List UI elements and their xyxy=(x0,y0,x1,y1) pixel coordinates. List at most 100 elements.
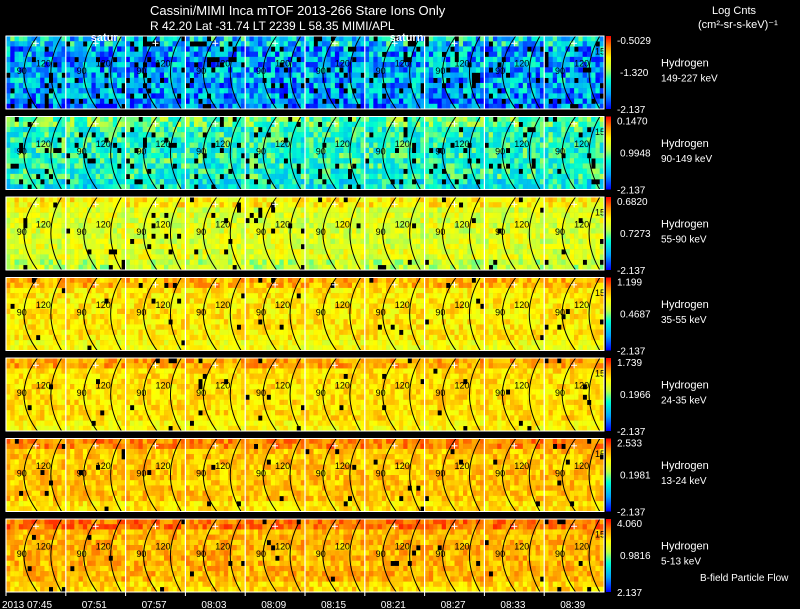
heatmap-cell xyxy=(317,212,323,219)
heatmap-cell xyxy=(44,179,50,185)
heatmap-cell xyxy=(112,228,118,234)
heatmap-cell xyxy=(266,153,272,159)
heatmap-cell xyxy=(548,173,554,180)
heatmap-cell xyxy=(236,184,242,190)
heatmap-cell xyxy=(125,46,131,52)
heatmap-cell xyxy=(121,168,126,175)
heatmap-cell xyxy=(270,153,276,159)
heatmap-cell xyxy=(565,67,571,73)
heatmap-cell xyxy=(211,46,216,52)
heatmap-cell xyxy=(510,72,515,79)
heatmap-cell xyxy=(437,137,442,143)
heatmap-cell xyxy=(129,153,135,159)
heatmap-cell xyxy=(463,103,468,110)
heatmap-cell xyxy=(386,56,391,63)
heatmap-cell xyxy=(155,88,161,94)
heatmap-cell xyxy=(599,46,605,52)
heatmap-cell xyxy=(552,72,558,79)
heatmap-cell xyxy=(548,163,554,169)
heatmap-cell xyxy=(87,62,92,68)
heatmap-cell xyxy=(78,228,84,234)
heatmap-cell xyxy=(582,173,588,180)
heatmap-cell xyxy=(309,98,314,105)
heatmap-cell xyxy=(185,137,190,143)
heatmap-cell xyxy=(228,121,233,128)
heatmap-cell xyxy=(215,147,220,154)
heatmap-cell xyxy=(510,121,515,128)
heatmap-cell xyxy=(599,137,605,143)
heatmap-cell xyxy=(458,179,464,185)
heatmap-cell xyxy=(223,179,229,185)
heatmap-cell xyxy=(492,98,498,105)
heatmap-cell xyxy=(309,51,314,58)
heatmap-cell xyxy=(599,72,605,79)
heatmap-cell xyxy=(454,121,460,128)
heatmap-cell xyxy=(211,249,216,255)
heatmap-cell xyxy=(445,98,451,105)
heatmap-cell xyxy=(57,62,62,68)
heatmap-cell xyxy=(390,72,395,79)
heatmap-cell xyxy=(416,207,421,213)
heatmap-cell xyxy=(450,173,455,180)
heatmap-cell xyxy=(582,179,588,185)
heatmap-cell xyxy=(258,121,263,128)
heatmap-cell xyxy=(125,93,131,99)
heatmap-cell xyxy=(193,72,199,79)
heatmap-cell xyxy=(172,77,178,84)
heatmap-cell xyxy=(206,51,212,58)
heatmap-cell xyxy=(82,202,88,208)
heatmap-cell xyxy=(78,41,84,47)
heatmap-cell xyxy=(454,41,460,47)
heatmap-cell xyxy=(595,67,601,73)
heatmap-cell xyxy=(258,56,263,63)
heatmap-cell xyxy=(394,137,400,143)
heatmap-cell xyxy=(245,98,250,105)
heatmap-cell xyxy=(82,142,88,149)
heatmap-cell xyxy=(176,238,182,245)
heatmap-cell xyxy=(223,41,229,47)
heatmap-cell xyxy=(240,103,246,110)
heatmap-cell xyxy=(223,168,229,175)
heatmap-cell xyxy=(416,132,421,138)
heatmap-cell xyxy=(78,197,84,203)
heatmap-cell xyxy=(10,77,15,84)
heatmap-cell xyxy=(463,98,468,105)
heatmap-cell xyxy=(275,93,280,99)
pitch-angle-contour xyxy=(561,33,578,112)
pitch-angle-contour xyxy=(83,194,100,273)
heatmap-cell xyxy=(151,217,156,224)
heatmap-cell xyxy=(364,173,370,180)
heatmap-cell xyxy=(441,121,447,128)
heatmap-cell xyxy=(510,132,515,138)
heatmap-cell xyxy=(198,158,203,164)
contour-label-120: 120 xyxy=(514,139,529,149)
heatmap-cell xyxy=(155,168,161,175)
heatmap-cell xyxy=(522,116,528,123)
heatmap-cell xyxy=(245,254,250,260)
heatmap-cell xyxy=(193,36,199,42)
heatmap-cell xyxy=(61,41,67,47)
heatmap-cell xyxy=(480,62,485,68)
heatmap-cell xyxy=(215,98,220,105)
heatmap-cell xyxy=(95,132,101,138)
heatmap-cell xyxy=(159,41,165,47)
heatmap-cell xyxy=(313,173,319,180)
heatmap-cell xyxy=(484,56,489,63)
heatmap-cell xyxy=(531,51,536,58)
heatmap-cell xyxy=(240,243,246,250)
heatmap-cell xyxy=(518,158,524,164)
heatmap-cell xyxy=(138,77,143,84)
heatmap-cell xyxy=(488,121,494,128)
heatmap-cell xyxy=(31,51,37,58)
heatmap-cell xyxy=(450,126,455,133)
heatmap-cell xyxy=(433,72,438,79)
heatmap-cell xyxy=(488,184,494,190)
heatmap-cell xyxy=(176,41,182,47)
heatmap-cell xyxy=(574,98,579,105)
heatmap-cell xyxy=(351,264,357,271)
heatmap-cell xyxy=(108,82,114,89)
heatmap-cell xyxy=(129,62,135,68)
heatmap-cell xyxy=(249,67,255,73)
heatmap-cell xyxy=(95,212,101,219)
heatmap-cell xyxy=(185,228,190,234)
